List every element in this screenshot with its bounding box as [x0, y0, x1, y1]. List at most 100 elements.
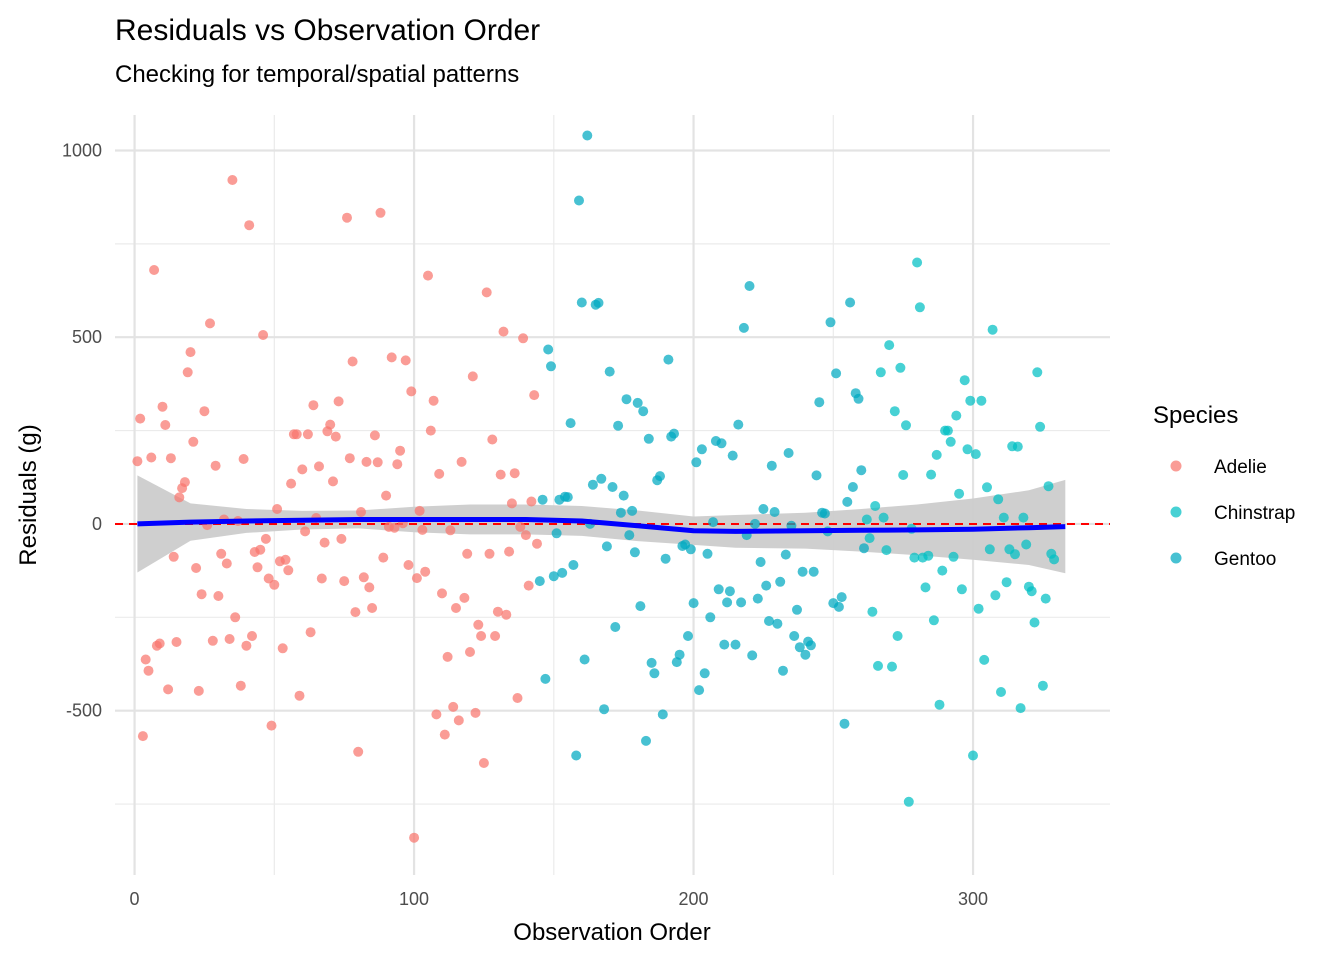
point-adelie — [403, 560, 414, 570]
point-gentoo — [724, 586, 735, 597]
point-adelie — [414, 505, 425, 516]
point-chinstrap — [1021, 539, 1032, 550]
point-gentoo — [643, 433, 654, 444]
point-adelie — [252, 562, 263, 573]
y-axis-title: Residuals (g) — [15, 424, 42, 565]
point-adelie — [344, 453, 355, 464]
point-adelie — [529, 390, 540, 401]
point-gentoo — [663, 354, 674, 365]
point-gentoo — [819, 508, 830, 519]
point-chinstrap — [870, 501, 881, 511]
point-gentoo — [856, 465, 867, 476]
point-chinstrap — [945, 436, 956, 447]
point-adelie — [339, 576, 350, 587]
point-chinstrap — [923, 550, 934, 561]
point-gentoo — [705, 612, 716, 623]
point-adelie — [328, 476, 338, 487]
point-adelie — [302, 429, 313, 440]
point-adelie — [244, 220, 255, 231]
point-adelie — [342, 212, 352, 223]
point-gentoo — [716, 438, 727, 449]
point-gentoo — [624, 530, 635, 541]
point-chinstrap — [1015, 703, 1026, 714]
point-gentoo — [587, 479, 598, 490]
point-adelie — [501, 609, 512, 620]
point-adelie — [163, 684, 174, 695]
point-chinstrap — [970, 449, 981, 460]
point-gentoo — [607, 482, 618, 492]
point-adelie — [506, 498, 517, 509]
point-adelie — [174, 492, 185, 503]
point-chinstrap — [934, 699, 945, 710]
point-gentoo — [842, 496, 853, 507]
point-gentoo — [632, 397, 643, 408]
smooth-line — [137, 517, 1066, 534]
point-chinstrap — [884, 340, 895, 351]
point-adelie — [199, 406, 210, 417]
point-gentoo — [847, 482, 858, 492]
point-chinstrap — [881, 545, 892, 556]
point-gentoo — [831, 368, 842, 379]
point-gentoo — [599, 704, 610, 715]
point-gentoo — [646, 657, 657, 668]
point-adelie — [481, 287, 492, 298]
point-gentoo — [730, 639, 741, 650]
point-adelie — [495, 469, 506, 480]
point-adelie — [272, 504, 283, 514]
point-chinstrap — [898, 470, 909, 480]
point-gentoo — [786, 520, 797, 531]
point-gentoo — [808, 566, 819, 577]
point-gentoo — [736, 597, 747, 608]
point-adelie — [526, 496, 537, 507]
smooth-line-layer — [137, 517, 1066, 534]
point-gentoo — [571, 750, 582, 761]
point-adelie — [378, 552, 389, 563]
point-adelie — [459, 592, 470, 603]
point-adelie — [305, 627, 316, 638]
point-adelie — [188, 436, 199, 447]
point-adelie — [520, 530, 531, 541]
point-gentoo — [794, 642, 805, 653]
point-gentoo — [582, 130, 593, 141]
point-adelie — [132, 456, 143, 467]
point-adelie — [392, 459, 403, 470]
point-gentoo — [744, 281, 755, 291]
point-adelie — [235, 680, 246, 691]
point-chinstrap — [1043, 481, 1054, 492]
point-adelie — [291, 429, 302, 440]
point-gentoo — [699, 668, 710, 679]
point-adelie — [260, 533, 271, 544]
point-adelie — [154, 638, 165, 649]
point-chinstrap — [973, 603, 984, 614]
point-gentoo — [747, 650, 758, 661]
point-gentoo — [649, 668, 660, 679]
point-adelie — [191, 563, 202, 573]
point-gentoo — [557, 567, 568, 578]
point-adelie — [297, 464, 308, 475]
point-adelie — [509, 468, 520, 479]
point-gentoo — [761, 580, 772, 591]
point-chinstrap — [931, 449, 942, 460]
point-gentoo — [814, 397, 825, 408]
point-gentoo — [596, 473, 607, 484]
point-adelie — [411, 573, 422, 584]
point-adelie — [361, 456, 372, 467]
point-gentoo — [853, 393, 864, 404]
x-axis-title: Observation Order — [513, 919, 710, 946]
point-gentoo — [800, 649, 811, 660]
point-gentoo — [613, 420, 624, 431]
point-adelie — [375, 207, 386, 218]
point-gentoo — [758, 504, 769, 514]
point-gentoo — [755, 557, 766, 567]
point-chinstrap — [1029, 617, 1040, 628]
point-adelie — [314, 461, 324, 472]
point-gentoo — [537, 494, 548, 505]
point-adelie — [431, 709, 442, 720]
point-adelie — [473, 619, 484, 630]
point-adelie — [423, 270, 433, 281]
point-adelie — [523, 580, 534, 591]
point-adelie — [451, 603, 461, 613]
point-adelie — [364, 582, 375, 593]
point-gentoo — [629, 547, 640, 558]
